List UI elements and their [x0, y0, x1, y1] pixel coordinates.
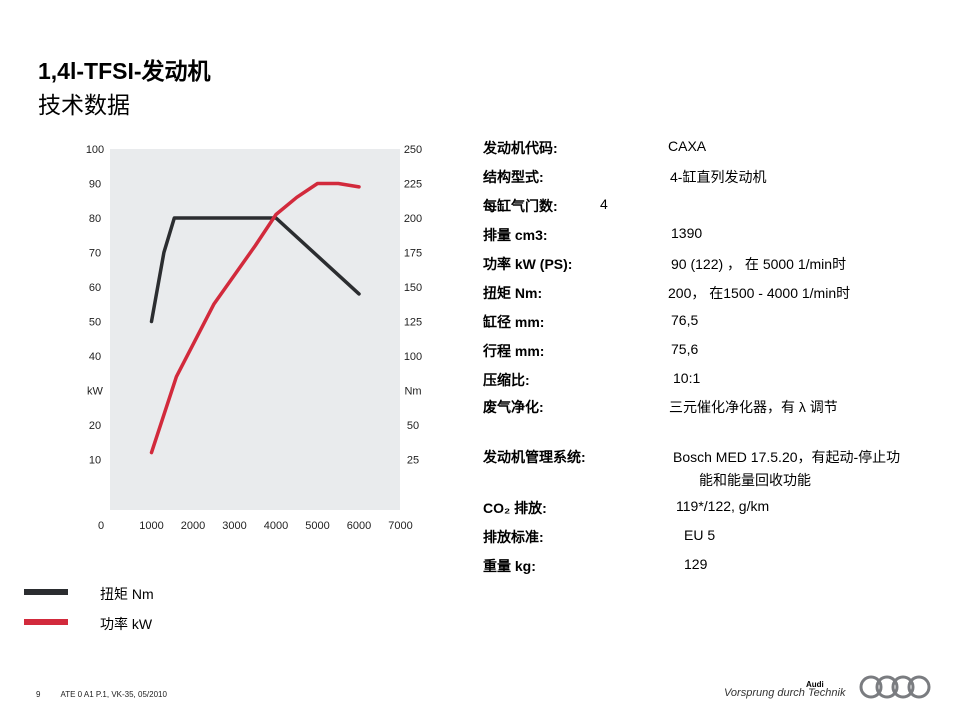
y-right-tick-label: 200	[404, 213, 422, 225]
legend-label-torque: 扭矩 Nm	[100, 586, 154, 602]
spec-value-emission-standard: EU 5	[684, 527, 716, 543]
spec-label-exhaust: 废气净化:	[483, 399, 544, 415]
chart-plot-area	[110, 149, 400, 510]
x-tick-label: 1000	[139, 520, 163, 532]
y-left-tick-label: 40	[89, 351, 101, 363]
y-left-tick-label: 80	[89, 213, 101, 225]
x-tick-label: 2000	[181, 520, 205, 532]
document-reference: ATE 0 A1 P.1, VK-35, 05/2010	[60, 690, 167, 699]
audi-rings-logo	[859, 675, 931, 699]
y-right-tick-label: Nm	[404, 386, 421, 398]
x-tick-label: 3000	[222, 520, 246, 532]
y-right-tick-label: 25	[407, 455, 419, 467]
brand-name: Audi	[806, 680, 824, 689]
y-left-tick-label: 100	[86, 144, 104, 156]
y-right-tick-label: 100	[404, 351, 422, 363]
spec-label-co2: CO₂ 排放:	[483, 500, 547, 516]
y-left-tick-label: 10	[89, 455, 101, 467]
spec-value-power: 90 (122) ， 在 5000 1/min时	[671, 256, 847, 272]
y-left-tick-label: 90	[89, 179, 101, 191]
page-number: 9	[36, 690, 41, 699]
spec-value-construction: 4-缸直列发动机	[670, 169, 767, 185]
brand-slogan: Vorsprung durch Technik	[724, 687, 846, 699]
torque-series-line	[149, 216, 361, 324]
x-tick-label: 6000	[347, 520, 371, 532]
page-title: 1,4l-TFSI-发动机	[38, 58, 211, 84]
y-right-tick-label: 175	[404, 248, 422, 260]
spec-value-engine-code: CAXA	[668, 138, 707, 154]
spec-label-emission-standard: 排放标准:	[483, 529, 544, 545]
spec-value-bore: 76,5	[671, 312, 699, 328]
y-left-tick-label: 20	[89, 420, 101, 432]
spec-value-co2: 119*/122, g/km	[676, 498, 770, 514]
spec-label-construction: 结构型式:	[483, 169, 544, 185]
y-left-tick-label: 60	[89, 282, 101, 294]
spec-value-exhaust: 三元催化净化器，有 λ 调节	[669, 399, 838, 415]
y-right-tick-label: 50	[407, 420, 419, 432]
spec-label-compression: 压缩比:	[483, 372, 530, 388]
y-right-tick-label: 150	[404, 282, 422, 294]
spec-label-valves: 每缸气门数:	[483, 198, 558, 214]
y-left-tick-label: kW	[87, 386, 104, 398]
spec-value-torque: 200， 在1500 - 4000 1/min时	[668, 285, 851, 301]
footer-reference: 9 ATE 0 A1 P.1, VK-35, 05/2010	[36, 690, 167, 699]
page-subtitle: 技术数据	[38, 92, 130, 118]
spec-value-valves: 4	[600, 196, 608, 212]
y-right-tick-label: 125	[404, 317, 422, 329]
legend-swatch-power	[24, 619, 68, 625]
spec-value-weight: 129	[684, 556, 708, 572]
y-right-tick-label: 225	[404, 179, 422, 191]
power-series-line	[149, 181, 361, 455]
legend-swatch-torque	[24, 589, 68, 595]
y-left-tick-label: 50	[89, 317, 101, 329]
spec-label-engine-code: 发动机代码:	[483, 140, 558, 156]
spec-label-displacement: 排量 cm3:	[483, 227, 548, 243]
spec-label-stroke: 行程 mm:	[483, 343, 545, 359]
spec-value-management-cont: 能和能量回收功能	[699, 472, 811, 488]
spec-label-power: 功率 kW (PS):	[483, 256, 573, 272]
y-left-tick-label: 70	[89, 248, 101, 260]
legend-label-power: 功率 kW	[100, 616, 153, 632]
x-tick-label: 7000	[388, 520, 412, 532]
spec-label-bore: 缸径 mm:	[483, 314, 545, 330]
spec-value-management: Bosch MED 17.5.20，有起动-停止功	[673, 449, 901, 465]
spec-label-torque: 扭矩 Nm:	[483, 285, 543, 301]
x-tick-label: 4000	[264, 520, 288, 532]
spec-value-compression: 10:1	[673, 370, 701, 386]
x-tick-label: 5000	[305, 520, 329, 532]
spec-label-management: 发动机管理系统:	[483, 449, 586, 465]
spec-value-stroke: 75,6	[671, 341, 699, 357]
spec-label-weight: 重量 kg:	[483, 558, 536, 574]
y-right-tick-label: 250	[404, 144, 422, 156]
spec-value-displacement: 1390	[671, 225, 703, 241]
x-origin-label: 0	[98, 520, 104, 532]
